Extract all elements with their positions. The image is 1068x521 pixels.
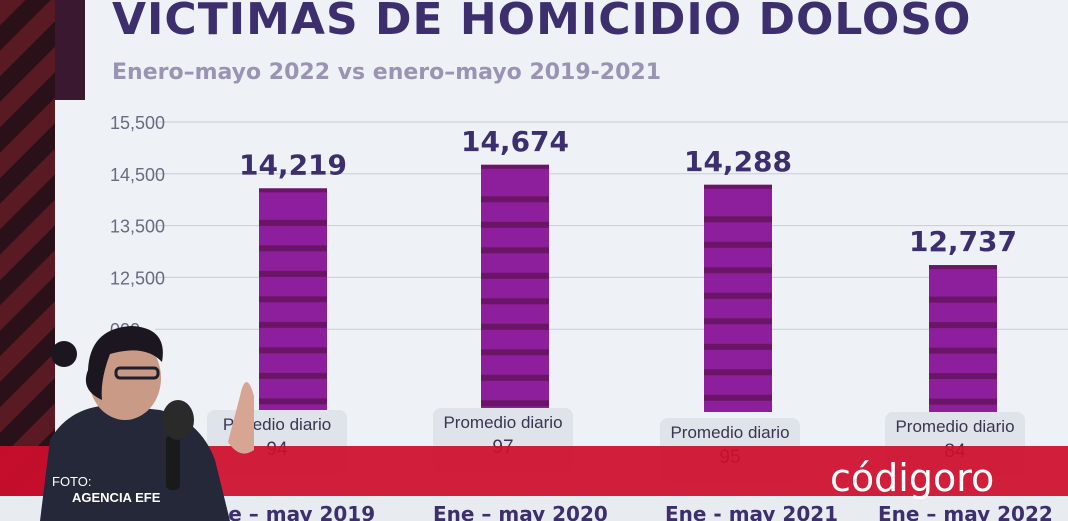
bar-band xyxy=(704,292,772,299)
bar xyxy=(929,265,997,412)
bar-band xyxy=(259,245,327,252)
bar-value-label: 14,288 xyxy=(684,145,792,178)
promedio-label: Promedio diario xyxy=(443,413,563,432)
chart-title: VÍCTIMAS DE HOMICIDIO DOLOSO xyxy=(112,0,972,45)
bar-top-edge xyxy=(481,164,549,169)
bar-band xyxy=(481,272,549,279)
bar-band xyxy=(259,372,327,379)
background-stripes xyxy=(0,0,60,521)
bar-band xyxy=(259,321,327,328)
promedio-label: Promedio diario xyxy=(895,417,1015,436)
chart-subtitle: Enero–mayo 2022 vs enero–mayo 2019-2021 xyxy=(112,60,662,85)
bar-top-edge xyxy=(704,184,772,189)
bar-band xyxy=(481,349,549,356)
bar xyxy=(481,164,549,412)
bar-band xyxy=(481,374,549,381)
bar-top-edge xyxy=(259,188,327,193)
bar-value-label: 12,737 xyxy=(909,225,1017,258)
bar-band xyxy=(259,347,327,354)
bar-band xyxy=(929,373,997,380)
speaker-figure xyxy=(40,326,254,521)
bar-value-label: 14,674 xyxy=(461,125,569,158)
bar-band xyxy=(704,394,772,401)
bar-band xyxy=(704,318,772,325)
bar-value-label: 14,219 xyxy=(239,148,347,181)
screen-edge xyxy=(55,0,85,100)
bar-band xyxy=(481,221,549,228)
y-tick-label: 12,500 xyxy=(110,268,165,288)
bar-band xyxy=(704,241,772,248)
x-tick-label: ne – may 2019 xyxy=(214,502,376,521)
bar-band xyxy=(481,400,549,407)
photo-credit-label: FOTO: xyxy=(52,474,92,489)
brand-logo: códigoro xyxy=(830,456,995,500)
y-tick-label: 15,500 xyxy=(110,113,165,133)
x-tick-label: Ene – may 2022 xyxy=(878,502,1053,521)
bar-band xyxy=(929,398,997,405)
photo-credit-agency: AGENCIA EFE xyxy=(72,490,161,505)
x-tick-label: Ene – may 2020 xyxy=(433,502,608,521)
y-tick-label: 13,500 xyxy=(110,217,165,237)
bar-band xyxy=(929,296,997,303)
bar-band xyxy=(481,196,549,203)
bar-band xyxy=(704,216,772,223)
bar-band xyxy=(704,369,772,376)
bar-band xyxy=(259,219,327,226)
bar-band xyxy=(259,270,327,277)
x-tick-label: Ene - may 2021 xyxy=(665,502,839,521)
bar-band xyxy=(481,298,549,305)
bar-band xyxy=(929,322,997,329)
bar-band xyxy=(929,347,997,354)
bar-band xyxy=(481,323,549,330)
bar-band xyxy=(259,398,327,405)
promedio-label: Promedio diario xyxy=(670,423,790,442)
bar-band xyxy=(259,296,327,303)
bar-band xyxy=(704,343,772,350)
bar-top-edge xyxy=(929,265,997,270)
y-tick-label: 14,500 xyxy=(110,165,165,185)
bar-band xyxy=(481,247,549,254)
bar-band xyxy=(704,267,772,274)
